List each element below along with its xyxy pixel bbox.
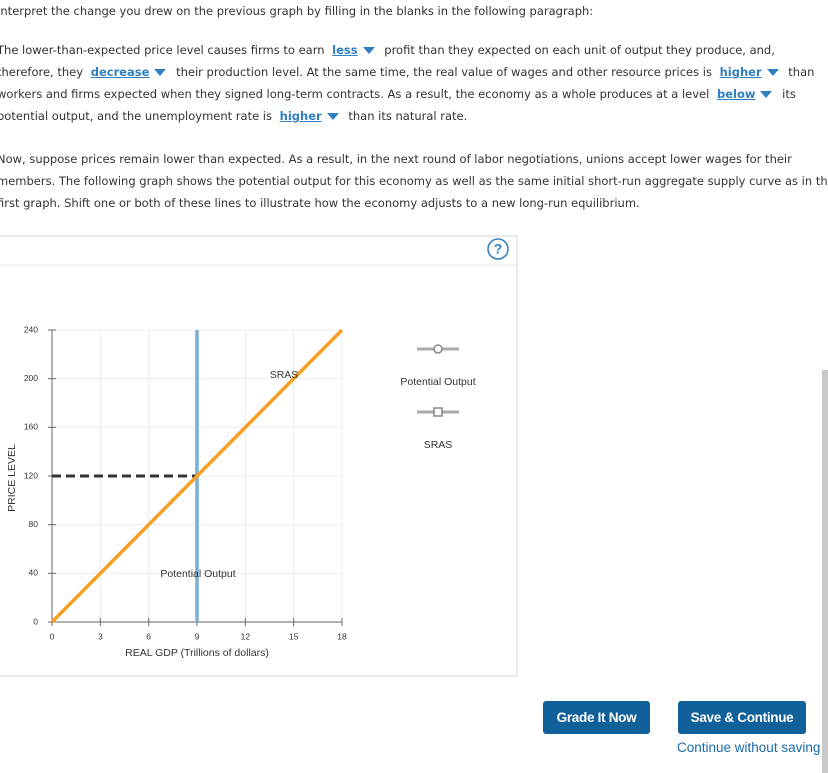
x-tick-label: 15 — [289, 631, 299, 641]
chart-panel — [0, 235, 518, 677]
y-tick-label: 40 — [29, 568, 39, 578]
dropdown[interactable]: higher — [720, 65, 779, 79]
text: their production level. At the same time… — [176, 65, 712, 79]
line — [50, 328, 344, 624]
legend-icon — [433, 344, 443, 354]
text: than its natural rate. — [348, 109, 468, 123]
instruction: Interpret the change you drew on the pre… — [0, 4, 594, 18]
dropdown[interactable]: below — [717, 87, 773, 101]
legend-label: Potential Output — [400, 376, 475, 388]
curve-label: SRAS — [270, 369, 299, 381]
paragraph: The lower-than-expected price level caus… — [0, 39, 825, 127]
paragraph: Now, suppose prices remain lower than ex… — [0, 152, 828, 210]
chart: ? 0 40 80 120 160 200 240 0 3 6 9 12 15 18 REAL GDP (T… — [0, 235, 518, 677]
text: The lower-than-expected price level caus… — [0, 43, 325, 57]
x-axis-title: REAL GDP (Trillions of dollars) — [125, 647, 269, 659]
text: profit than they expected on each unit o… — [0, 43, 775, 79]
y-tick-label: 80 — [29, 519, 39, 529]
help-button[interactable] — [487, 238, 509, 260]
x-tick-label: 6 — [146, 631, 151, 641]
y-tick-label: 240 — [24, 324, 38, 334]
grade-button[interactable]: Grade It Now — [543, 701, 650, 734]
y-axis-title: PRICE LEVEL — [6, 444, 18, 512]
y-tick-label: 200 — [24, 373, 38, 383]
help-icon[interactable]: ? — [494, 241, 503, 257]
dropdown[interactable]: higher — [280, 109, 339, 123]
curve-label: Potential Output — [160, 568, 235, 580]
legend-label: SRAS — [424, 439, 453, 451]
continue-link[interactable]: Continue without saving — [677, 740, 821, 755]
scrollbar[interactable] — [822, 370, 828, 773]
x-tick-label: 9 — [195, 631, 200, 641]
y-tick-label: 160 — [24, 422, 38, 432]
y-tick-label: 0 — [33, 616, 38, 626]
dropdown[interactable]: decrease — [91, 65, 167, 79]
x-tick-label: 3 — [98, 631, 103, 641]
save-button[interactable]: Save & Continue — [678, 701, 806, 734]
dropdown[interactable]: less — [332, 43, 374, 57]
text: its potential output, and the unemployme… — [0, 87, 796, 123]
text: than workers and firms expected when the… — [0, 65, 815, 101]
y-tick-label: 120 — [24, 470, 38, 480]
x-tick-label: 18 — [337, 631, 347, 641]
x-tick-label: 12 — [241, 631, 251, 641]
x-tick-label: 0 — [50, 631, 55, 641]
legend-icon — [433, 407, 443, 417]
